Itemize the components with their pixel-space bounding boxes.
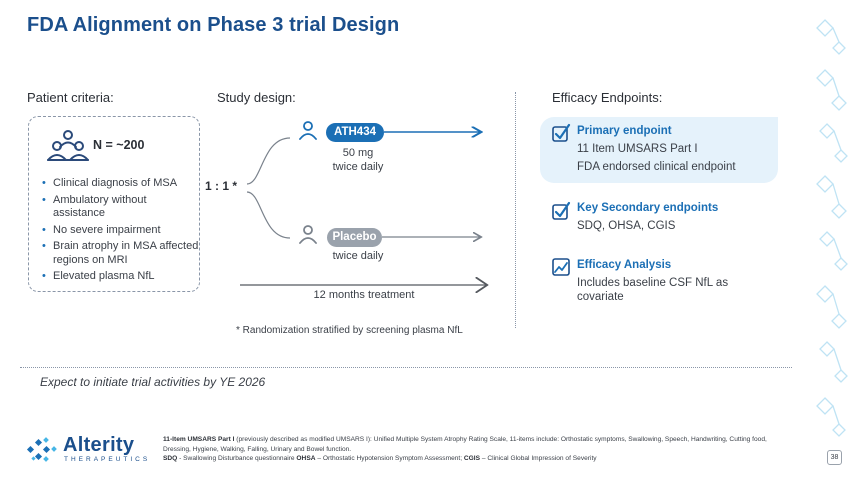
brand-subtitle: THERAPEUTICS <box>64 456 151 463</box>
footnote-umsars: 11-Item UMSARS Part I (previously descri… <box>163 435 783 454</box>
decorative-chain-pattern <box>816 19 848 437</box>
person-icon <box>299 121 317 140</box>
list-item: Clinical diagnosis of MSA <box>41 177 201 191</box>
footnote-term: CGIS <box>463 455 481 462</box>
checkmark-icon <box>552 123 571 142</box>
footnote-text: - Swallowing Disturbance questionnaire <box>177 455 297 462</box>
split-branch-upper <box>246 137 291 185</box>
drug-dose-frequency: twice daily <box>332 161 384 173</box>
person-icon <box>299 225 317 244</box>
people-group-icon <box>47 130 89 161</box>
footnote-text: (previously described as modified UMSARS… <box>163 436 767 453</box>
efficacy-analysis-title: Efficacy Analysis <box>577 259 672 271</box>
placebo-arm-label: Placebo <box>327 228 382 247</box>
footnote-term: SDQ <box>163 455 178 462</box>
brand-name: Alterity <box>63 434 135 456</box>
chart-icon <box>552 258 570 276</box>
list-item: Brain atrophy in MSA affected regions on… <box>41 240 201 267</box>
vertical-divider <box>515 92 516 328</box>
list-item: Elevated plasma NfL <box>41 270 201 284</box>
footnote-term: OHSA <box>296 455 316 462</box>
primary-endpoint-panel <box>540 117 778 183</box>
drug-dose-amount: 50 mg <box>342 147 374 159</box>
footnote-text: – Orthostatic Hypotension Symptom Assess… <box>315 455 464 462</box>
footnote-definitions: 11-Item UMSARS Part I (previously descri… <box>163 435 783 464</box>
placebo-dose-frequency: twice daily <box>332 250 384 262</box>
drug-arm-label: ATH434 <box>326 123 384 142</box>
patient-criteria-heading: Patient criteria: <box>27 90 114 105</box>
primary-endpoint-line1: 11 Item UMSARS Part I <box>577 143 698 155</box>
checkmark-icon <box>552 201 571 220</box>
sample-size-label: N = ~200 <box>93 138 145 152</box>
page-number: 38 <box>827 450 842 465</box>
efficacy-analysis-line2: covariate <box>577 291 624 303</box>
footnote-abbreviations: SDQ - Swallowing Disturbance questionnai… <box>163 454 783 464</box>
criteria-list: Clinical diagnosis of MSA Ambulatory wit… <box>41 177 201 287</box>
drug-dose: 50 mg twice daily <box>318 146 398 174</box>
slide-title: FDA Alignment on Phase 3 trial Design <box>27 14 400 36</box>
primary-endpoint-title: Primary endpoint <box>577 125 672 137</box>
horizontal-divider <box>20 367 792 368</box>
list-item: No severe impairment <box>41 224 201 238</box>
split-branch-lower <box>246 191 291 239</box>
secondary-endpoint-title: Key Secondary endpoints <box>577 202 719 214</box>
efficacy-endpoints-heading: Efficacy Endpoints: <box>552 90 663 105</box>
footnote-term: 11-Item UMSARS Part I <box>163 436 235 443</box>
secondary-endpoint-line1: SDQ, OHSA, CGIS <box>577 220 676 232</box>
randomization-note: * Randomization stratified by screening … <box>236 325 463 336</box>
primary-endpoint-line2: FDA endorsed clinical endpoint <box>577 161 736 173</box>
list-item: Ambulatory without assistance <box>41 194 201 221</box>
expectation-statement: Expect to initiate trial activities by Y… <box>40 375 266 389</box>
randomization-ratio: 1 : 1 * <box>205 179 238 193</box>
study-design-heading: Study design: <box>217 90 296 105</box>
patient-criteria-box: N = ~200 Clinical diagnosis of MSA Ambul… <box>28 116 200 292</box>
footnote-text: – Clinical Global Impression of Severity <box>480 455 597 462</box>
efficacy-analysis-line1: Includes baseline CSF NfL as <box>577 277 729 289</box>
alterity-logo-icon <box>26 437 57 462</box>
treatment-duration: 12 months treatment <box>313 289 415 301</box>
